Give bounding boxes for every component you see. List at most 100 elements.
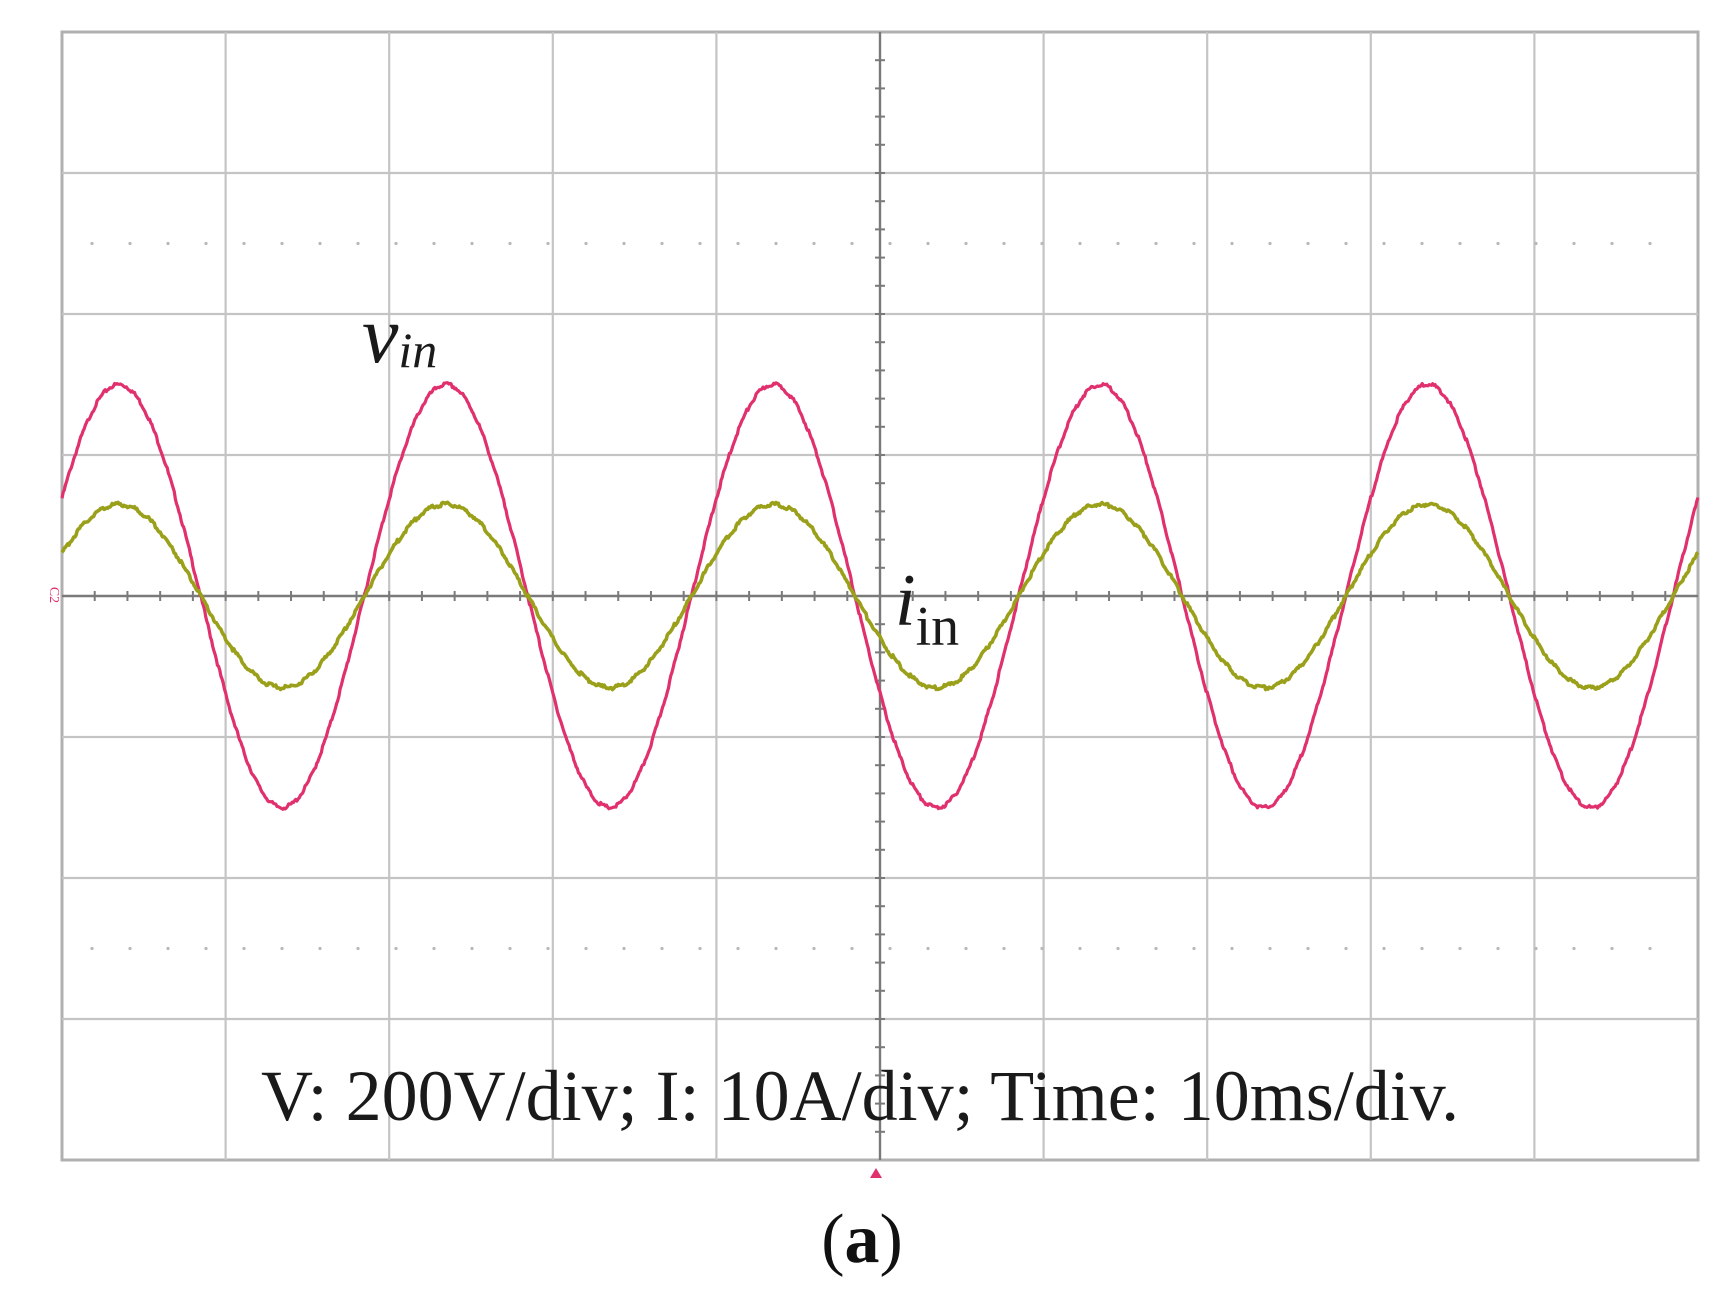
grid-dot	[1534, 241, 1538, 246]
grid-dot	[508, 946, 512, 951]
grid-dot	[1534, 946, 1538, 951]
series-label-vin-subscript: in	[398, 322, 437, 378]
grid-dot	[1192, 241, 1196, 246]
grid-dot	[584, 946, 588, 951]
grid-dot	[204, 241, 208, 246]
grid-dot	[432, 241, 436, 246]
grid-dot	[470, 241, 474, 246]
grid-dot	[356, 241, 360, 246]
grid-dot	[1458, 946, 1462, 951]
grid-dot	[280, 241, 284, 246]
grid-dot	[774, 241, 778, 246]
grid-dot	[1648, 241, 1652, 246]
grid-dot	[1382, 241, 1386, 246]
grid-dot	[1154, 241, 1158, 246]
grid-dot	[622, 946, 626, 951]
series-label-iin: iin	[895, 560, 959, 658]
grid-dot	[546, 946, 550, 951]
grid-dot	[1116, 946, 1120, 951]
grid-dot	[394, 241, 398, 246]
series-label-iin-subscript: in	[916, 596, 960, 658]
grid-dot	[774, 946, 778, 951]
series-label-vin: vin	[362, 289, 437, 380]
grid-dot	[1572, 946, 1576, 951]
grid-dot	[128, 241, 132, 246]
grid-dot	[888, 241, 892, 246]
grid-dot	[660, 946, 664, 951]
trace-vin	[60, 381, 1700, 811]
grid-dot	[964, 946, 968, 951]
grid-dot	[166, 946, 170, 951]
grid-dot	[850, 946, 854, 951]
grid-dot	[1572, 241, 1576, 246]
grid-dot	[242, 241, 246, 246]
grid-dot	[1268, 946, 1272, 951]
grid-dot	[394, 946, 398, 951]
grid-dot	[1116, 241, 1120, 246]
grid-dot	[1306, 946, 1310, 951]
grid-dot	[622, 241, 626, 246]
grid-dot	[1268, 241, 1272, 246]
grid-dot	[698, 946, 702, 951]
grid-dot	[356, 946, 360, 951]
grid-dot	[1230, 241, 1234, 246]
series-label-vin-name: v	[362, 289, 399, 380]
grid-dot	[280, 946, 284, 951]
grid-dot	[736, 241, 740, 246]
caption-open-paren: (	[821, 1201, 844, 1278]
grid-dot	[926, 946, 930, 951]
grid-dot	[90, 241, 94, 246]
grid-dot	[470, 946, 474, 951]
trigger-marker	[870, 1168, 882, 1178]
grid-dot	[1496, 241, 1500, 246]
grid-dot	[546, 241, 550, 246]
series-label-iin-name: i	[895, 560, 916, 642]
grid-dot	[812, 241, 816, 246]
grid-dot	[1610, 241, 1614, 246]
scale-annotation: V: 200V/div; I: 10A/div; Time: 10ms/div.	[261, 1056, 1459, 1136]
grid-dot	[1306, 241, 1310, 246]
grid-dot	[1078, 241, 1082, 246]
grid-dot	[1496, 946, 1500, 951]
grid-dot	[1420, 946, 1424, 951]
grid-dot	[204, 946, 208, 951]
grid-dot	[1610, 946, 1614, 951]
grid-dot	[1420, 241, 1424, 246]
grid-dot	[318, 946, 322, 951]
grid-dot	[432, 946, 436, 951]
grid-dot	[508, 241, 512, 246]
grid-dot	[1002, 946, 1006, 951]
grid-dot	[1040, 946, 1044, 951]
grid-dot	[1192, 946, 1196, 951]
grid-dot	[166, 241, 170, 246]
labels: vin iin V: 200V/div; I: 10A/div; Time: 1…	[46, 289, 1459, 1178]
grid-dot	[1002, 241, 1006, 246]
grid-dot	[964, 241, 968, 246]
caption-letter: a	[845, 1201, 880, 1278]
grid-dot	[888, 946, 892, 951]
grid-dot	[1344, 946, 1348, 951]
caption-close-paren: )	[880, 1201, 903, 1278]
grid-dot	[660, 241, 664, 246]
grid-dot	[318, 241, 322, 246]
grid-dot	[812, 946, 816, 951]
grid-dot	[1344, 241, 1348, 246]
grid-dot	[1458, 241, 1462, 246]
figure-caption: (a)	[821, 1201, 903, 1278]
grid-dot	[128, 946, 132, 951]
traces	[60, 381, 1700, 811]
grid-dot	[1078, 946, 1082, 951]
grid-dot	[1040, 241, 1044, 246]
grid-dot	[1382, 946, 1386, 951]
channel-marker-c2: C2	[46, 587, 61, 603]
grid-dot	[926, 241, 930, 246]
trace-iin	[60, 500, 1700, 692]
grid-dot	[698, 241, 702, 246]
center-axes	[62, 32, 1698, 1160]
grid-dot	[1648, 946, 1652, 951]
grid-dot	[1154, 946, 1158, 951]
grid-dot	[90, 946, 94, 951]
grid-dot	[1230, 946, 1234, 951]
